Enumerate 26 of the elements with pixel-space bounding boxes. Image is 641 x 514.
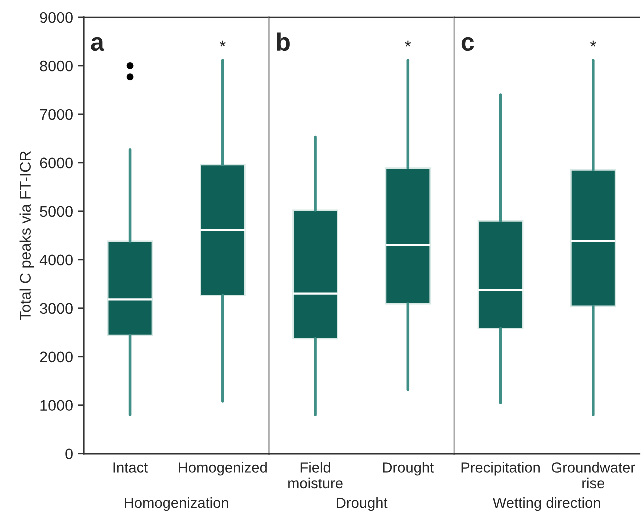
- annotation: *: [590, 40, 596, 47]
- y-tick-label: 3000: [40, 303, 73, 314]
- x-axis-title: Wetting direction: [492, 498, 600, 512]
- y-tick-label: 6000: [40, 158, 73, 169]
- x-axis-title: Homogenization: [125, 498, 228, 512]
- x-tick-label: Intact: [114, 462, 148, 473]
- x-tick-label: Precipitation: [462, 462, 540, 476]
- y-axis-title: Total C peaks via FT-ICR: [20, 151, 34, 320]
- y-tick-label: 1000: [40, 400, 73, 412]
- y-tick-label: 7000: [40, 109, 73, 120]
- annotation: *: [220, 40, 226, 47]
- y-tick-label: 9000: [40, 12, 73, 24]
- annotation: c: [462, 37, 474, 52]
- y-tick-label: 4000: [40, 254, 73, 266]
- x-tick-label: Groundwater rise: [552, 462, 636, 489]
- annotation: a: [91, 37, 105, 52]
- x-tick-label: Field moisture: [288, 462, 343, 489]
- x-tick-label: Homogenized: [179, 462, 267, 476]
- y-tick-label: 0: [66, 448, 73, 460]
- y-tick-label: 5000: [40, 206, 73, 218]
- y-tick-label: 8000: [40, 60, 73, 72]
- x-tick-label: Drought: [383, 462, 434, 476]
- x-axis-title: Drought: [337, 498, 388, 512]
- annotation: b: [277, 32, 290, 52]
- annotation: *: [405, 40, 412, 47]
- y-tick-label: 2000: [40, 352, 73, 363]
